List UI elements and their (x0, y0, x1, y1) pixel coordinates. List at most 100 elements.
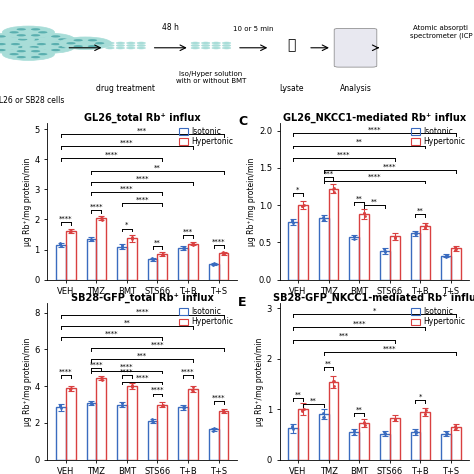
Circle shape (17, 50, 26, 52)
Text: **: ** (325, 360, 332, 366)
Circle shape (201, 47, 210, 49)
Text: ****: **** (151, 387, 164, 393)
Point (66, 228, 74, 235)
Point (128, 382, 136, 390)
Point (451, 422, 459, 429)
Text: E: E (238, 296, 246, 309)
Point (330, 184, 337, 192)
Point (330, 188, 338, 196)
Point (149, 255, 156, 263)
Circle shape (51, 35, 60, 37)
Point (392, 233, 399, 241)
Bar (380, 434, 390, 460)
Point (87, 235, 95, 243)
Point (210, 427, 217, 434)
Point (361, 419, 368, 427)
Text: ****: **** (337, 152, 351, 158)
Text: Analysis: Analysis (339, 84, 372, 93)
Bar (451, 427, 461, 460)
Point (381, 431, 389, 438)
Circle shape (18, 46, 27, 48)
Point (319, 216, 327, 223)
Point (180, 402, 187, 410)
Text: ***: *** (137, 353, 147, 359)
Point (66, 228, 73, 236)
Text: 🧪: 🧪 (287, 38, 296, 53)
Title: SB28-GFP_total Rb⁺ influx: SB28-GFP_total Rb⁺ influx (71, 292, 214, 303)
Point (210, 261, 217, 269)
Bar (87, 239, 96, 280)
Text: GL26 or SB28 cells: GL26 or SB28 cells (0, 96, 64, 105)
Point (298, 408, 306, 415)
Text: ****: **** (136, 375, 149, 381)
Point (442, 253, 449, 261)
Bar (359, 423, 369, 460)
Circle shape (11, 49, 20, 51)
Point (56, 239, 64, 247)
Circle shape (31, 39, 40, 41)
Bar (56, 245, 66, 280)
Text: ***: *** (137, 128, 147, 133)
Point (381, 429, 389, 437)
Point (67, 227, 75, 235)
Point (298, 203, 306, 210)
Point (443, 251, 450, 258)
Point (329, 378, 337, 385)
Point (159, 402, 166, 410)
Point (98, 376, 106, 383)
Point (320, 413, 328, 421)
Point (351, 427, 358, 435)
Point (118, 399, 126, 407)
Point (118, 242, 126, 249)
Circle shape (0, 49, 6, 51)
Point (451, 246, 459, 254)
Circle shape (106, 42, 114, 44)
Bar (148, 421, 157, 460)
Circle shape (58, 46, 68, 48)
Point (128, 236, 136, 243)
Bar (157, 254, 167, 280)
Legend: Isotonic, Hypertonic: Isotonic, Hypertonic (179, 307, 233, 326)
Point (422, 406, 429, 414)
Circle shape (73, 39, 83, 41)
Circle shape (18, 38, 27, 40)
Circle shape (31, 45, 40, 47)
Y-axis label: µg Rb⁺/mg protein/min: µg Rb⁺/mg protein/min (247, 157, 256, 246)
Circle shape (2, 48, 55, 60)
Point (411, 229, 419, 237)
Bar (349, 237, 359, 280)
Text: **: ** (356, 139, 363, 145)
Point (289, 216, 296, 224)
Circle shape (0, 35, 6, 37)
Bar (127, 386, 137, 460)
Point (330, 377, 337, 385)
Circle shape (29, 38, 39, 40)
Point (219, 248, 227, 256)
Point (411, 428, 419, 435)
Bar (451, 248, 461, 280)
Circle shape (222, 42, 231, 44)
Point (350, 427, 358, 434)
Point (88, 400, 96, 408)
Text: ****: **** (212, 238, 226, 245)
Text: ****: **** (105, 331, 118, 337)
Bar (178, 407, 188, 460)
Text: **: ** (154, 165, 161, 171)
Point (159, 251, 167, 258)
Bar (87, 403, 96, 460)
Bar (96, 378, 106, 460)
Circle shape (137, 47, 146, 49)
Y-axis label: µg Rb⁺/mg protein/min: µg Rb⁺/mg protein/min (23, 337, 32, 426)
Text: ****: **** (151, 342, 164, 348)
Point (57, 242, 65, 249)
Point (179, 403, 187, 410)
Text: ****: **** (120, 364, 134, 370)
Bar (410, 432, 420, 460)
Circle shape (116, 45, 125, 46)
Text: **: ** (154, 239, 161, 246)
Point (149, 418, 156, 426)
Text: ****: **** (120, 369, 134, 374)
Point (300, 201, 307, 209)
Text: ***: *** (324, 170, 334, 176)
Point (319, 213, 327, 221)
